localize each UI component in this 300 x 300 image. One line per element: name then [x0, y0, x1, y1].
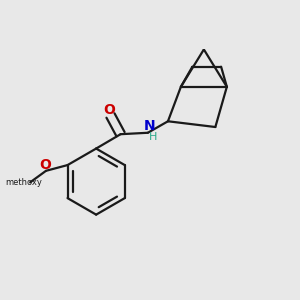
Text: O: O [103, 103, 115, 117]
Text: methoxy: methoxy [5, 178, 42, 187]
Text: O: O [39, 158, 51, 172]
Text: N: N [143, 119, 155, 134]
Text: H: H [149, 132, 157, 142]
